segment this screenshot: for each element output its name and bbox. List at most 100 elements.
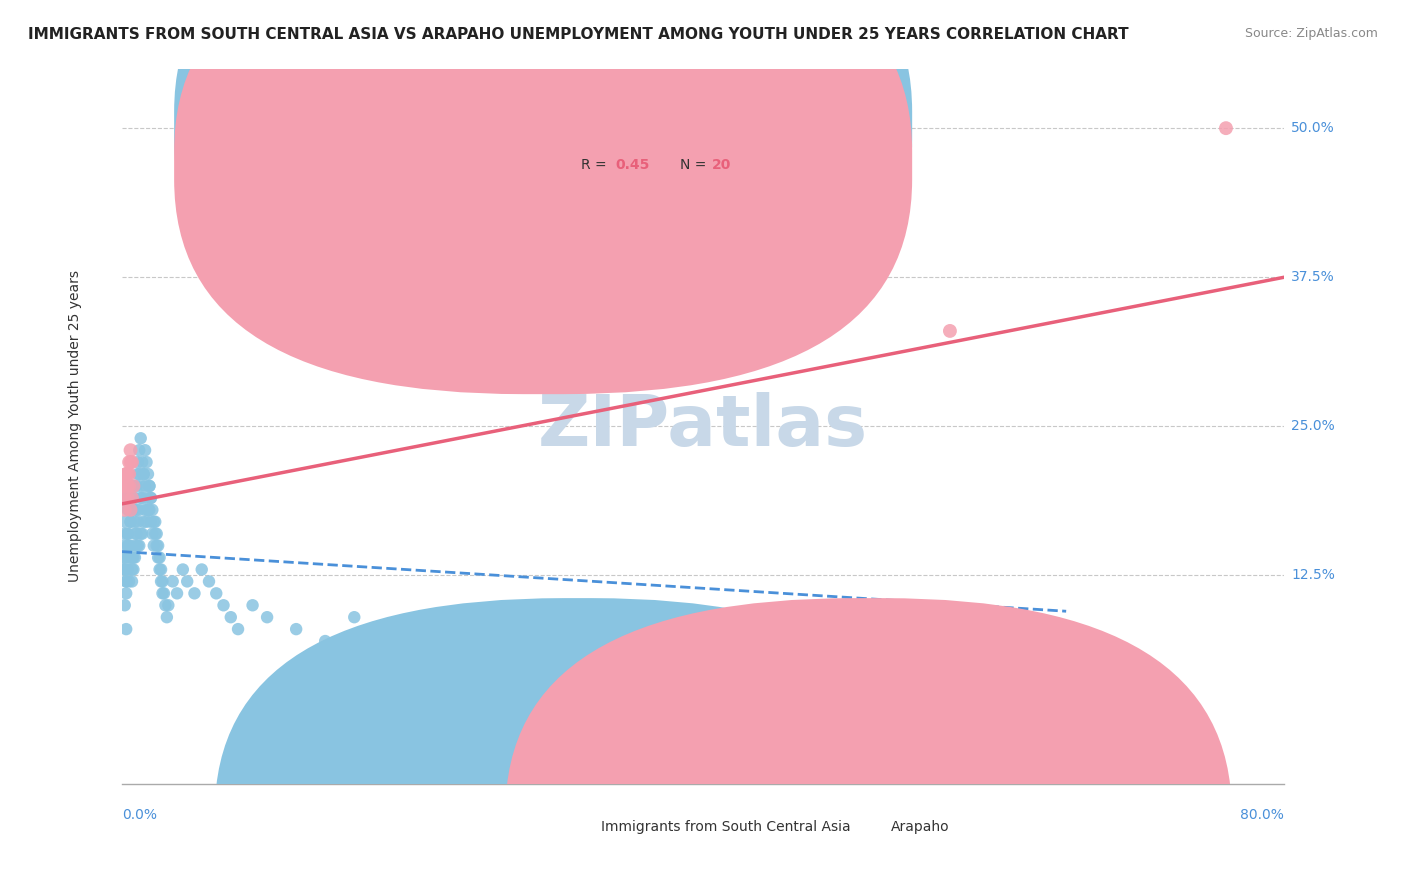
Point	[145, 539, 167, 553]
Point	[120, 515, 142, 529]
Point	[127, 539, 149, 553]
Point	[129, 479, 152, 493]
Point	[1215, 121, 1237, 136]
FancyBboxPatch shape	[174, 0, 912, 355]
Point	[285, 622, 308, 636]
Point	[117, 491, 139, 505]
Point	[112, 539, 135, 553]
Point	[139, 515, 162, 529]
Point	[118, 539, 141, 553]
Point	[114, 515, 136, 529]
Point	[125, 526, 148, 541]
Point	[122, 562, 145, 576]
Text: -0.179: -0.179	[616, 119, 665, 133]
Text: Arapaho: Arapaho	[891, 820, 950, 834]
Text: 50.0%: 50.0%	[1291, 121, 1336, 136]
Text: N =: N =	[679, 158, 710, 172]
Point	[157, 599, 180, 613]
Point	[183, 586, 205, 600]
Point	[373, 622, 395, 636]
Point	[132, 467, 155, 481]
Point	[118, 455, 141, 469]
Point	[401, 634, 423, 648]
Text: Immigrants from South Central Asia: Immigrants from South Central Asia	[600, 820, 851, 834]
Point	[142, 539, 165, 553]
Point	[1040, 646, 1063, 660]
Point	[121, 562, 143, 576]
Point	[474, 646, 496, 660]
Point	[662, 646, 685, 660]
Point	[136, 503, 159, 517]
Point	[115, 491, 138, 505]
Point	[122, 479, 145, 493]
Point	[114, 562, 136, 576]
Point	[135, 491, 157, 505]
Point	[139, 491, 162, 505]
Point	[135, 515, 157, 529]
Point	[117, 467, 139, 481]
Point	[120, 550, 142, 565]
Point	[131, 526, 153, 541]
Point	[132, 515, 155, 529]
Point	[118, 479, 141, 493]
Text: 37.5%: 37.5%	[1291, 270, 1336, 285]
Point	[910, 646, 932, 660]
Point	[198, 574, 221, 589]
Point	[134, 503, 156, 517]
Point	[141, 526, 163, 541]
Point	[118, 550, 141, 565]
Point	[152, 586, 174, 600]
Point	[112, 562, 135, 576]
Point	[115, 574, 138, 589]
Point	[149, 550, 172, 565]
Text: 125: 125	[713, 119, 741, 133]
Point	[153, 586, 176, 600]
Point	[122, 503, 145, 517]
Point	[127, 515, 149, 529]
Point	[156, 610, 179, 624]
Point	[152, 574, 174, 589]
Point	[115, 562, 138, 576]
Point	[132, 467, 155, 481]
Point	[117, 562, 139, 576]
Point	[125, 479, 148, 493]
Text: R =: R =	[581, 158, 612, 172]
Point	[127, 467, 149, 481]
Point	[129, 491, 152, 505]
Point	[114, 491, 136, 505]
Point	[114, 599, 136, 613]
Point	[619, 634, 641, 648]
Point	[953, 657, 976, 672]
Point	[129, 431, 152, 445]
Point	[146, 550, 169, 565]
Point	[120, 443, 142, 458]
Point	[150, 574, 173, 589]
Point	[121, 550, 143, 565]
Point	[118, 467, 141, 481]
Point	[121, 455, 143, 469]
Text: IMMIGRANTS FROM SOUTH CENTRAL ASIA VS ARAPAHO UNEMPLOYMENT AMONG YOUTH UNDER 25 : IMMIGRANTS FROM SOUTH CENTRAL ASIA VS AR…	[28, 27, 1129, 42]
Point	[115, 622, 138, 636]
Point	[118, 503, 141, 517]
Text: 80.0%: 80.0%	[1240, 808, 1284, 822]
Text: 25.0%: 25.0%	[1291, 419, 1336, 434]
Text: Unemployment Among Youth under 25 years: Unemployment Among Youth under 25 years	[69, 270, 83, 582]
Point	[176, 574, 198, 589]
Point	[149, 562, 172, 576]
Point	[117, 479, 139, 493]
Point	[121, 491, 143, 505]
Point	[117, 503, 139, 517]
Point	[112, 479, 135, 493]
Point	[114, 550, 136, 565]
Point	[125, 539, 148, 553]
Point	[547, 622, 569, 636]
Point	[120, 455, 142, 469]
Point	[136, 503, 159, 517]
Point	[115, 479, 138, 493]
Point	[242, 599, 264, 613]
FancyBboxPatch shape	[215, 599, 941, 892]
Point	[212, 599, 235, 613]
Point	[129, 526, 152, 541]
Point	[256, 610, 278, 624]
Point	[121, 491, 143, 505]
